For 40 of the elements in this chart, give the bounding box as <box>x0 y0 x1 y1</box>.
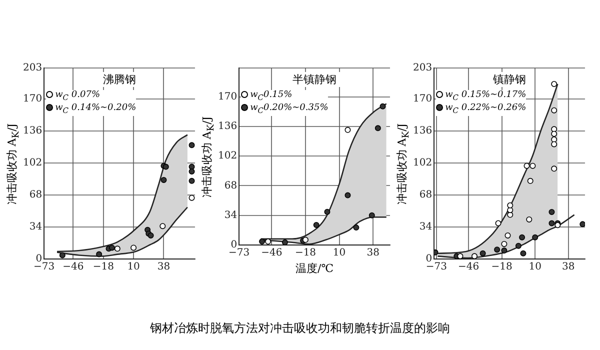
x-tick-label: 10 <box>332 248 346 259</box>
legend-label: w$_{C}$ 0.07% <box>55 90 100 102</box>
y-tick-label: 34 <box>224 210 238 221</box>
x-tick-label: −46 <box>458 262 480 273</box>
text: 半镇静钢 <box>290 72 340 87</box>
y-tick-label: 34 <box>29 222 42 233</box>
text: 镇静钢 <box>490 72 530 87</box>
legend-label: w$_{C}$ 0.14%~0.20% <box>55 102 136 115</box>
y-tick-label: 170 <box>412 94 432 105</box>
x-tick-label: 10 <box>528 262 542 273</box>
x-tick-label: −18 <box>491 262 512 273</box>
y-tick-label: 136 <box>22 126 42 137</box>
legend-label: w$_{C}$0.15% <box>250 90 292 102</box>
y-tick-label: 136 <box>412 126 432 137</box>
legend-label: w$_{C}$ 0.15%~0.17% <box>445 90 526 102</box>
text: 沸腾钢 <box>100 72 140 87</box>
y-tick-label: 68 <box>419 190 432 201</box>
x-tick-label: −18 <box>92 262 114 273</box>
x-tick-label: 38 <box>157 262 170 273</box>
x-tick-label: −46 <box>62 262 84 273</box>
x-tick-label: 10 <box>127 262 140 273</box>
y-tick-label: 102 <box>22 158 42 169</box>
y-tick-label: 170 <box>218 91 238 102</box>
y-tick-label: 203 <box>412 62 432 74</box>
y-tick-label: 170 <box>22 94 42 105</box>
x-tick-label: −18 <box>294 248 316 259</box>
y-tick-label: 102 <box>218 150 238 162</box>
x-tick-label: −46 <box>261 248 282 259</box>
y-tick-label: 34 <box>419 222 432 233</box>
x-axis-title: 温度/℃ <box>296 261 334 276</box>
x-tick-label: 38 <box>562 262 575 273</box>
y-tick-label: 68 <box>29 190 42 201</box>
y-tick-label: 203 <box>22 62 42 74</box>
legend-label: w$_{C}$ 0.22%~0.26% <box>445 102 526 115</box>
y-tick-label: 68 <box>224 180 238 192</box>
x-tick-label: 38 <box>366 248 380 259</box>
text: 钢材冶炼时脱氧方法对冲击吸收功和韧脆转折温度的影响 <box>149 320 451 337</box>
legend-label: w$_{C}$0.20%~0.35% <box>250 102 328 115</box>
y-tick-label: 102 <box>412 158 432 169</box>
y-tick-label: 136 <box>218 121 238 132</box>
